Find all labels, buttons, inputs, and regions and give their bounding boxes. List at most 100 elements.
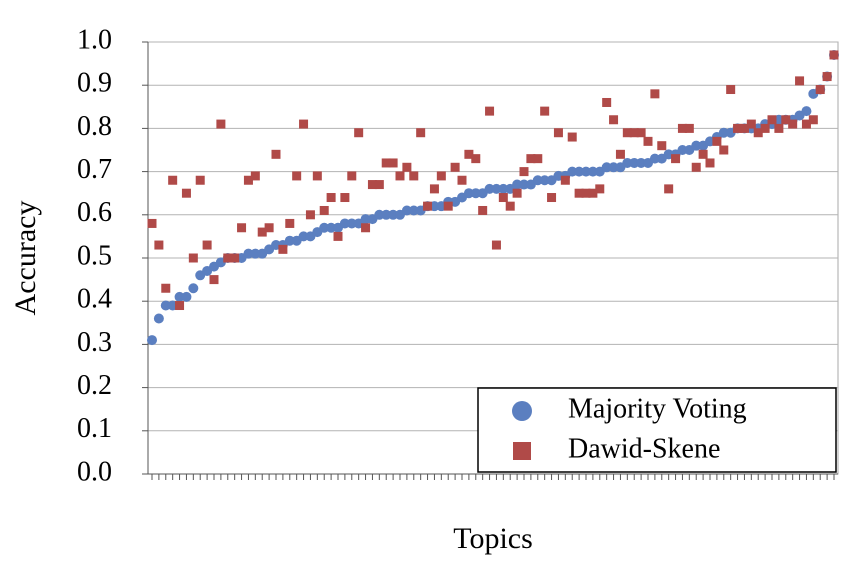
y-axis-label: Accuracy [9,201,42,316]
point [781,115,791,125]
point [395,171,405,181]
point [188,283,199,294]
point [698,149,708,159]
legend-label: Majority Voting [568,393,747,424]
point [677,123,687,133]
point [463,188,474,199]
point [767,115,777,125]
legend-marker [512,401,532,421]
point [622,157,633,168]
point [636,128,646,138]
point [174,291,185,302]
point [478,205,488,215]
point [801,106,812,117]
point [691,140,702,151]
point [795,76,805,86]
point [636,157,647,168]
point [491,183,502,194]
point [615,149,625,159]
y-tick-label: 0.4 [77,284,112,315]
point [753,128,763,138]
y-tick-label: 0.0 [77,456,112,487]
point [581,188,591,198]
point [622,128,632,138]
point [374,209,385,220]
point [498,183,509,194]
point [347,171,357,181]
point [539,175,550,186]
point [429,184,439,194]
point [333,231,343,241]
point [243,248,254,259]
point [608,162,619,173]
point [739,123,749,133]
point [643,136,653,146]
point [209,275,219,285]
point [326,222,337,233]
point [319,222,330,233]
point [829,50,839,60]
point [567,132,577,142]
point [684,123,694,133]
point [388,209,399,220]
point [216,119,226,129]
point [374,180,384,190]
point [471,154,481,164]
point [822,72,832,82]
point [298,231,309,242]
point [718,127,729,138]
point [691,162,701,172]
point [416,128,426,138]
point [154,240,164,250]
point [657,141,667,151]
point [595,184,605,194]
point [361,223,371,233]
point [485,106,495,116]
point [609,115,619,125]
point [512,179,523,190]
point [168,175,178,185]
point [677,145,688,155]
y-tick-label: 0.8 [77,111,112,142]
point [264,223,274,233]
point [175,301,185,311]
point [443,201,453,211]
point [726,85,736,95]
point [237,223,247,233]
legend [477,387,837,473]
point [801,119,811,129]
point [733,123,743,133]
point [788,119,798,129]
point [381,209,392,220]
point [388,158,398,168]
point [147,218,157,228]
point [257,227,267,237]
point [581,166,591,177]
point [574,188,584,198]
point [808,115,818,125]
point [602,97,612,107]
point [649,153,660,164]
x-axis-label: Topics [453,522,533,555]
point [601,162,612,173]
point [160,300,171,311]
y-tick-label: 0.7 [77,154,112,185]
legend-marker [513,442,531,460]
point [746,119,756,129]
point [284,235,295,246]
point [457,175,467,185]
point [367,180,377,190]
point [181,291,192,302]
y-tick-label: 0.6 [77,197,112,228]
point [587,166,598,177]
point [250,171,260,181]
point [346,218,357,229]
legend-label: Dawid-Skene [568,433,720,464]
point [512,188,522,198]
point [574,166,585,177]
point [354,128,364,138]
point [560,175,570,185]
point [484,183,495,194]
point [650,89,660,99]
